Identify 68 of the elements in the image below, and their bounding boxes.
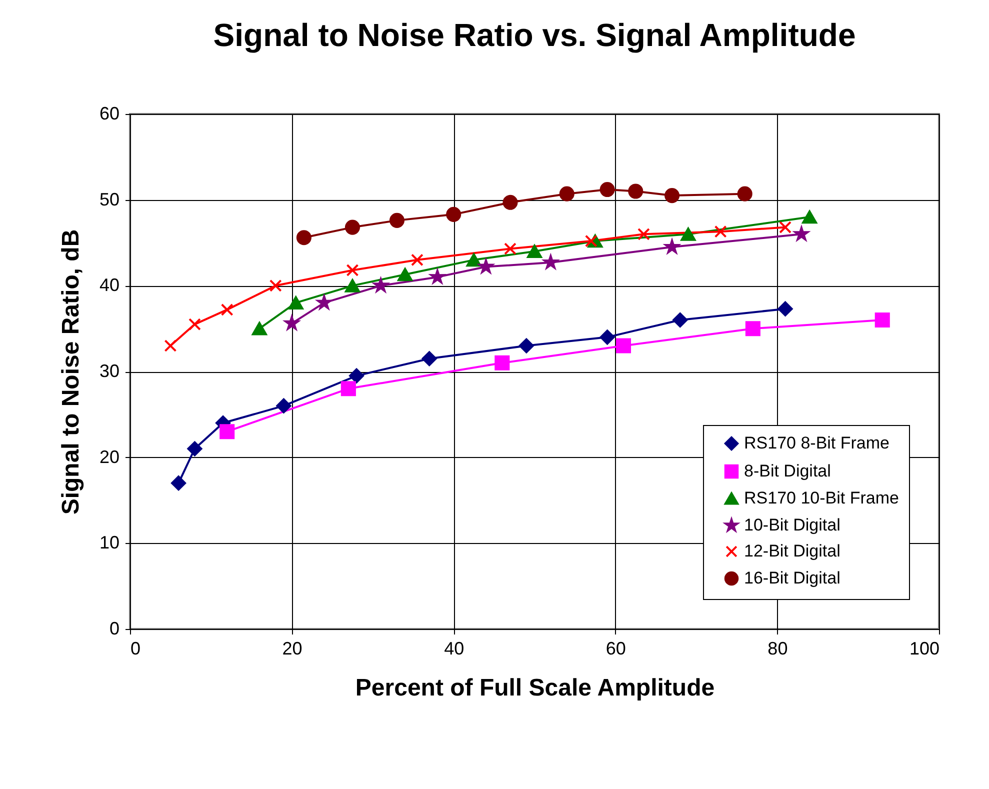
- legend-label: RS170 10-Bit Frame: [744, 488, 899, 508]
- legend-label: 16-Bit Digital: [744, 568, 840, 588]
- point: [187, 441, 202, 456]
- point: [518, 338, 534, 354]
- point: [188, 318, 201, 331]
- point: [346, 264, 359, 276]
- point: [737, 186, 752, 202]
- point: [779, 221, 792, 234]
- point: [616, 338, 632, 354]
- point: [802, 210, 818, 224]
- point: [220, 303, 234, 316]
- point: [874, 312, 890, 328]
- point: [398, 268, 413, 282]
- point: [220, 424, 235, 440]
- legend-label: 10-Bit Digital: [744, 516, 840, 534]
- point: [680, 228, 696, 241]
- point: [269, 279, 282, 292]
- y-tick-label: 40: [99, 275, 120, 296]
- legend-label: RS170 8-Bit Frame: [744, 434, 890, 452]
- point: [559, 186, 574, 202]
- point: [349, 368, 364, 384]
- y-tick-label: 50: [99, 189, 120, 210]
- point: [714, 225, 727, 238]
- point: [638, 228, 650, 240]
- y-axis-title: Signal to Noise Ratio, dB: [57, 229, 84, 515]
- x-tick-label: 60: [606, 638, 626, 658]
- point: [446, 206, 462, 222]
- x-tick-label: 80: [768, 638, 788, 658]
- point: [664, 188, 680, 204]
- x-tick-label: 20: [282, 638, 302, 658]
- x-axis-title: Percent of Full Scale Amplitude: [355, 674, 715, 702]
- point: [344, 220, 360, 235]
- point: [466, 253, 482, 267]
- point: [276, 398, 292, 414]
- point: [543, 254, 558, 269]
- point: [526, 244, 542, 258]
- point: [422, 351, 437, 366]
- point: [494, 355, 510, 370]
- chart-title: Signal to Noise Ratio vs. Signal Amplitude: [213, 17, 856, 53]
- x-tick-label: 0: [130, 638, 141, 658]
- point: [316, 295, 332, 310]
- point: [389, 212, 404, 228]
- y-tick-label: 20: [99, 446, 120, 467]
- point: [628, 184, 644, 199]
- x-tick-label: 40: [444, 638, 464, 658]
- point: [296, 230, 312, 246]
- point: [745, 321, 760, 336]
- point: [778, 301, 793, 316]
- point: [288, 296, 304, 310]
- point: [340, 381, 356, 396]
- point: [504, 242, 516, 255]
- point: [600, 182, 615, 198]
- point: [344, 279, 360, 292]
- y-tick-label: 60: [99, 104, 120, 124]
- point: [502, 194, 518, 210]
- legend-label: 12-Bit Digital: [744, 542, 840, 560]
- y-tick-label: 30: [99, 361, 120, 381]
- x-tick-label: 100: [909, 638, 940, 658]
- y-tick-label: 0: [109, 618, 120, 638]
- point: [672, 312, 688, 328]
- point: [478, 259, 494, 274]
- point: [171, 476, 186, 491]
- y-tick-label: 10: [99, 532, 120, 553]
- point: [600, 330, 615, 345]
- point: [164, 340, 177, 352]
- legend-label: 8-Bit Digital: [744, 462, 831, 480]
- point: [252, 322, 267, 336]
- point: [410, 254, 424, 266]
